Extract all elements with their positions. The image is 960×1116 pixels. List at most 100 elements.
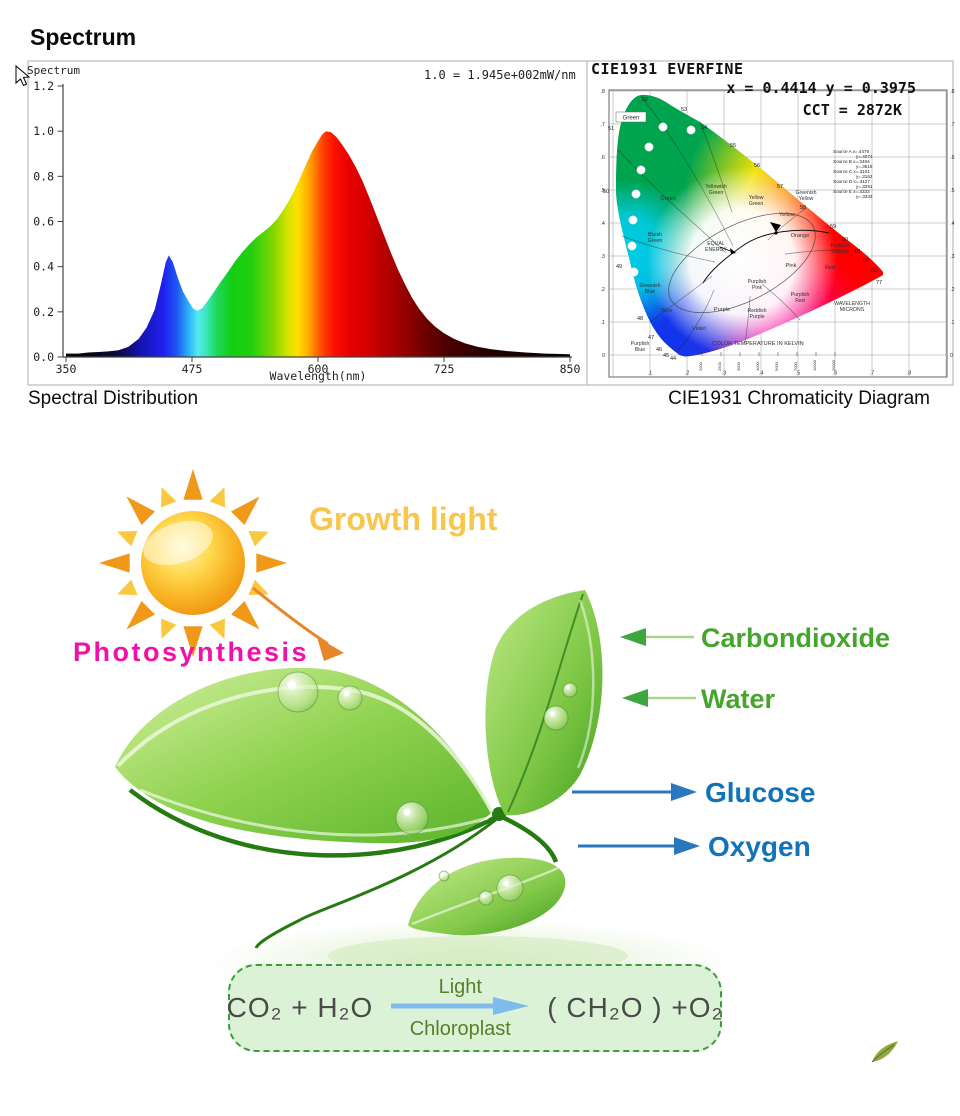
y-tick-label: 0.4 [33,260,54,274]
cie-region-label: Blue [661,308,672,314]
locus-dot [627,241,637,251]
sun-arrow-icon [252,586,344,661]
cie-y-label: .1 [600,320,605,326]
big-leaf [115,667,494,844]
droplet-highlight [403,808,411,816]
cie-x-label: .6 [833,371,838,377]
locus-wavelength-label: 62 [863,258,869,264]
sun-ray [231,601,260,630]
cursor-pointer-icon [15,64,31,87]
oxygen-label: Oxygen [708,831,811,862]
cie-region-label: COLOR TEMPERATURE IN KELVIN [712,341,803,347]
sun-ray [231,496,260,525]
growth-light-label: Growth light [309,501,498,537]
y-tick-labels: 1.2 1.0 0.8 0.6 0.4 0.2 0.0 [33,79,63,364]
locus-wavelength-label: 60 [842,237,848,243]
x-tick-label: 725 [434,362,455,376]
cie1931-diagram: Green .8 .8 .7 .7 .6 .6 .5 .5 .4 .4 .3 .3 .2 .2 .1 .1 0 0… [600,89,955,378]
locus-dot [628,215,638,225]
spectral-caption: Spectral Distribution [28,388,199,409]
locus-dot [686,125,696,135]
locus-wavelength-label: 63 [871,268,877,274]
cie-region-label: Orange [791,233,810,239]
cie-region-label: Purplish Red [791,292,810,304]
photosynthesis-label: Photosynthesis [73,637,309,667]
input-arrow-carbondioxide [620,628,694,646]
droplet-highlight [549,711,556,717]
cie-x-label: .7 [870,371,875,377]
equation-arrow-icon [391,997,530,1015]
sun-ray [256,553,287,573]
cie-x-label: .8 [907,371,912,377]
locus-wavelength-label: 59 [830,224,836,230]
cie-region-label: Yellow [779,212,796,218]
locus-wavelength-label: 58 [800,205,806,211]
cie-x-label: .4 [759,371,764,377]
cie-source-line: y=.3162 [856,174,873,179]
equation-left: CO₂ + H₂O [226,992,374,1023]
cie-region-label: Violet [692,326,706,332]
droplet-highlight [287,680,297,690]
locus-wavelength-label: 48 [637,316,643,322]
cie-source-line: y=.4074 [856,154,873,159]
spectrum-corner-label: Spectrum [27,64,80,77]
y-tick-label: 0.8 [33,169,54,183]
droplet-highlight [503,880,509,887]
locus-wavelength-label: 55 [730,143,736,149]
droplet [337,685,363,711]
sun-ray [248,531,269,547]
y-tick-label: 0.6 [33,215,54,229]
equation-arrow-group: Light Chloroplast [385,977,535,1039]
x-tick-label: 350 [56,362,77,376]
cie-y-label: .4 [950,221,955,227]
cie-region-label: Bluish Green [648,232,663,244]
locus-wavelength-label: 57 [777,184,783,190]
locus-dot [636,165,646,175]
cie-caption: CIE1931 Chromaticity Diagram [668,388,930,409]
cie-x-label: .2 [685,371,690,377]
cie-y-label: .6 [950,155,955,161]
cie-y-label: .3 [950,254,955,260]
sun-ray [183,626,203,657]
droplet [562,682,578,698]
page-title: Spectrum [30,24,137,50]
locus-wavelength-label: 45 [663,353,669,359]
kelvin-tick-label: 2000 [698,361,703,371]
sun-ray [183,469,203,500]
locus-dot [644,142,654,152]
cie-y-label: .4 [600,221,605,227]
green-boxed-label: Green [623,116,640,122]
cie-header: CIE1931 EVERFINE [591,60,744,78]
cie-y-label: .8 [600,89,605,95]
cie-source-line: Source E x=.3333 [833,189,870,194]
cie-region-label: Purplish Blue [631,341,650,353]
top-panel-border [27,60,954,386]
cie-y-label: .3 [600,254,605,260]
cie-y-label: .8 [950,89,955,95]
droplet-highlight [343,691,350,697]
planckian-locus [702,229,830,284]
cie-region-label: Purplish Pink [748,279,767,291]
cie-source-line: Source C x=.3101 [833,169,870,174]
cie-y-label: 0 [602,353,605,359]
kelvin-tick-label: 10000 [812,359,817,371]
output-arrow-oxygen [578,837,700,855]
locus-dot [631,189,641,199]
locus-wavelength-label: 77 [876,280,882,286]
cie-region-label: EQUAL ENERGY [705,241,727,253]
kelvin-tick-label: 20000 [831,359,836,371]
x-tick-label: 850 [560,362,581,376]
x-tick-label: 600 [308,362,329,376]
droplet [438,870,450,882]
locus-wavelength-label: 50 [603,189,609,195]
cie-y-label: .7 [600,122,605,128]
cie-y-label: .2 [600,287,605,293]
cie-region-label: Reddish Purple [747,308,766,320]
input-arrow-water [622,689,696,707]
x-tick-label: 475 [182,362,203,376]
cie-x-label: .3 [722,371,727,377]
x-axis-title: Wavelength(nm) [270,369,367,383]
equation-under-label: Chloroplast [409,1018,511,1040]
cie-y-label: .1 [950,320,955,326]
